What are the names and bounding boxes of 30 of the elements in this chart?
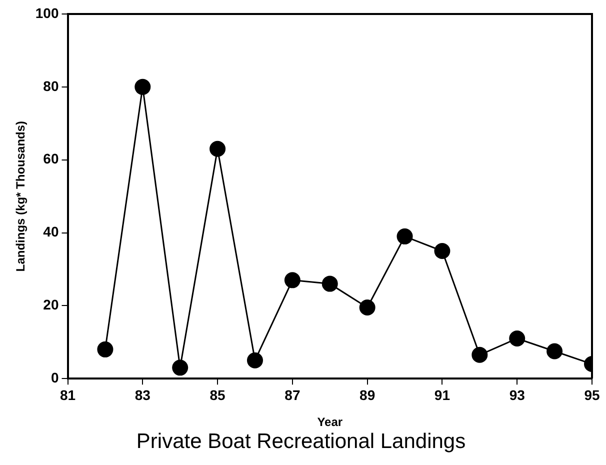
point bbox=[97, 341, 114, 358]
text: Private Boat Recreational Landings bbox=[136, 430, 466, 454]
y-tick-label: 0 bbox=[50, 369, 59, 386]
x-tick-label: 87 bbox=[284, 386, 300, 403]
x-tick-label: 91 bbox=[434, 386, 450, 403]
y-tick-label: 20 bbox=[43, 296, 59, 313]
x-tick-label: 89 bbox=[360, 386, 376, 403]
x-tick-label: 83 bbox=[134, 386, 151, 403]
x-tick-label: 95 bbox=[584, 386, 600, 403]
point bbox=[546, 343, 563, 360]
y-tick-label: 100 bbox=[35, 4, 59, 21]
x-tick-label: 85 bbox=[210, 386, 226, 403]
point bbox=[134, 78, 151, 95]
point bbox=[284, 272, 300, 288]
point bbox=[210, 140, 226, 157]
point bbox=[322, 276, 338, 292]
point bbox=[434, 242, 450, 259]
point bbox=[359, 300, 376, 316]
point bbox=[396, 228, 413, 244]
x-axis-title: Year bbox=[317, 414, 343, 429]
y-tick-label: 80 bbox=[43, 78, 59, 94]
point bbox=[509, 330, 526, 346]
point bbox=[246, 352, 263, 368]
x-tick-label: 93 bbox=[509, 386, 526, 403]
point bbox=[472, 346, 488, 363]
point bbox=[172, 360, 188, 376]
y-axis-title: Landings (kg* Thousands) bbox=[14, 120, 28, 272]
y-tick-label: 40 bbox=[43, 224, 59, 240]
y-tick-label: 60 bbox=[43, 150, 59, 167]
x-tick-label: 81 bbox=[60, 386, 76, 403]
